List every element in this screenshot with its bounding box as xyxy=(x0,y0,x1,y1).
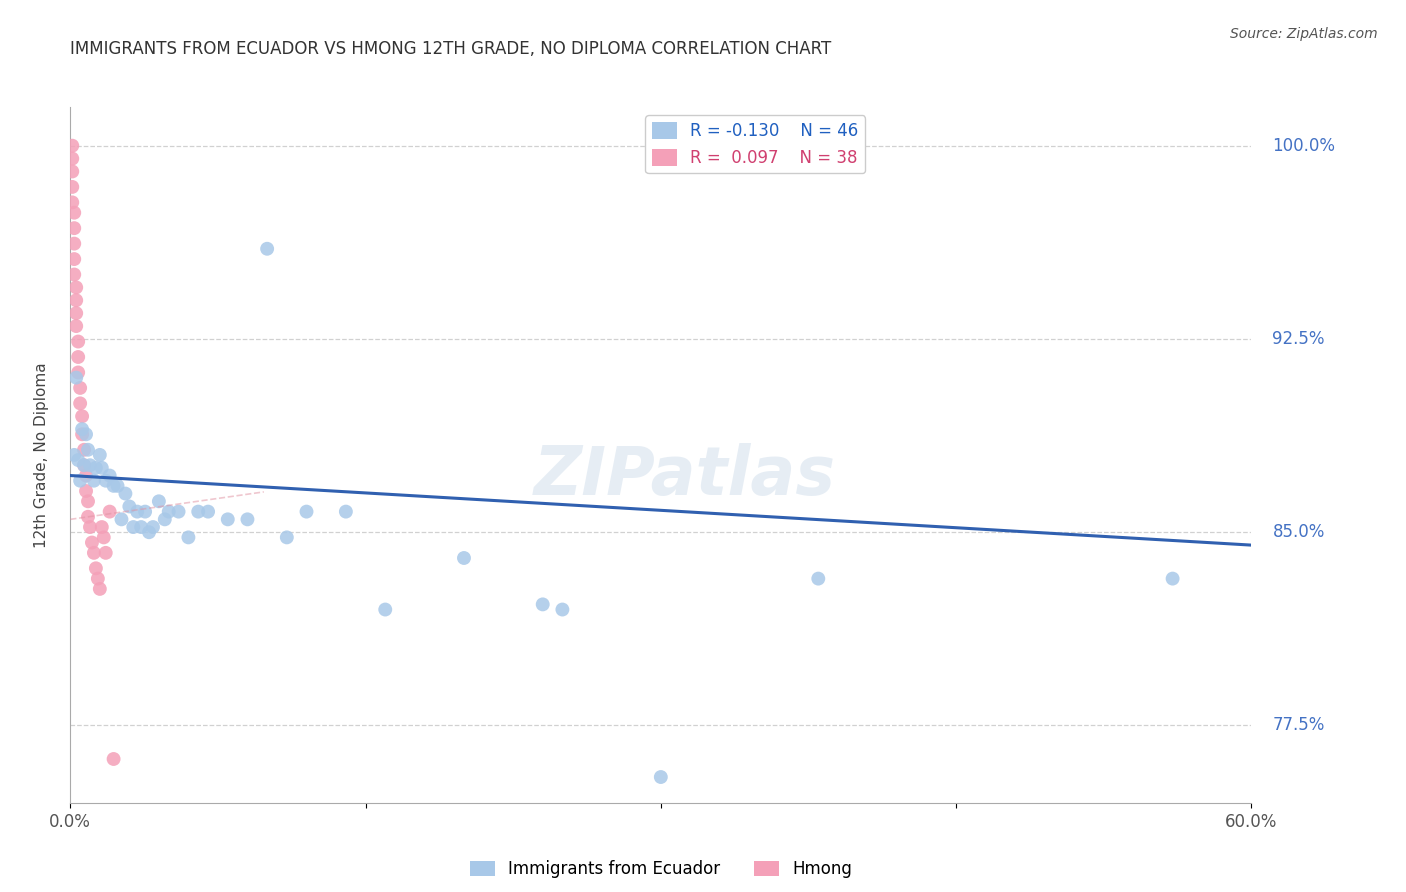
Point xyxy=(77,509,100,524)
Point xyxy=(77,442,100,457)
Point xyxy=(142,520,165,534)
Point xyxy=(138,525,160,540)
Point xyxy=(295,505,318,519)
Point xyxy=(73,458,96,473)
Point xyxy=(93,530,115,544)
Legend: Immigrants from Ecuador, Hmong: Immigrants from Ecuador, Hmong xyxy=(463,854,859,885)
Point xyxy=(118,500,141,514)
Point xyxy=(75,427,97,442)
Point xyxy=(79,458,101,473)
Point xyxy=(148,494,170,508)
Point xyxy=(177,530,200,544)
Point xyxy=(187,505,209,519)
Text: 85.0%: 85.0% xyxy=(1272,524,1324,541)
Point xyxy=(67,334,90,349)
Point xyxy=(89,448,111,462)
Point xyxy=(70,427,93,442)
Point xyxy=(236,512,259,526)
Point xyxy=(134,505,156,519)
Text: IMMIGRANTS FROM ECUADOR VS HMONG 12TH GRADE, NO DIPLOMA CORRELATION CHART: IMMIGRANTS FROM ECUADOR VS HMONG 12TH GR… xyxy=(70,40,831,58)
Point xyxy=(60,180,83,194)
Point xyxy=(167,505,190,519)
Text: ZIPatlas: ZIPatlas xyxy=(533,442,835,508)
Point xyxy=(69,474,91,488)
Point xyxy=(67,453,90,467)
Point xyxy=(114,486,136,500)
Text: 100.0%: 100.0% xyxy=(1272,136,1336,154)
Point xyxy=(807,572,830,586)
Text: 77.5%: 77.5% xyxy=(1272,716,1324,734)
Point xyxy=(153,512,176,526)
Point xyxy=(63,221,86,235)
Point xyxy=(157,505,180,519)
Point xyxy=(65,280,87,294)
Point xyxy=(69,396,91,410)
Point xyxy=(65,293,87,308)
Y-axis label: 12th Grade, No Diploma: 12th Grade, No Diploma xyxy=(35,362,49,548)
Point xyxy=(63,268,86,282)
Point xyxy=(83,474,105,488)
Point xyxy=(67,350,90,364)
Point xyxy=(107,479,129,493)
Point xyxy=(79,520,101,534)
Point xyxy=(94,546,117,560)
Point xyxy=(256,242,278,256)
Point xyxy=(65,319,87,334)
Point xyxy=(197,505,219,519)
Point xyxy=(67,366,90,380)
Point xyxy=(65,306,87,320)
Point xyxy=(122,520,145,534)
Point xyxy=(94,474,117,488)
Point xyxy=(60,195,83,210)
Point xyxy=(127,505,149,519)
Point xyxy=(98,468,121,483)
Point xyxy=(374,602,396,616)
Point xyxy=(60,164,83,178)
Point xyxy=(335,505,357,519)
Text: 92.5%: 92.5% xyxy=(1272,330,1324,348)
Point xyxy=(60,138,83,153)
Point xyxy=(110,512,132,526)
Point xyxy=(84,561,107,575)
Point xyxy=(77,494,100,508)
Point xyxy=(276,530,298,544)
Point xyxy=(551,602,574,616)
Point xyxy=(65,370,87,384)
Point xyxy=(90,460,112,475)
Point xyxy=(69,381,91,395)
Point xyxy=(531,598,554,612)
Point xyxy=(70,422,93,436)
Point xyxy=(84,460,107,475)
Point xyxy=(90,520,112,534)
Point xyxy=(650,770,672,784)
Point xyxy=(87,572,110,586)
Point xyxy=(103,479,125,493)
Point xyxy=(73,442,96,457)
Point xyxy=(98,505,121,519)
Point xyxy=(63,205,86,219)
Point xyxy=(453,551,475,566)
Point xyxy=(80,535,103,549)
Point xyxy=(75,468,97,483)
Point xyxy=(63,252,86,266)
Point xyxy=(1161,572,1184,586)
Text: Source: ZipAtlas.com: Source: ZipAtlas.com xyxy=(1230,27,1378,41)
Point xyxy=(217,512,239,526)
Point xyxy=(129,520,152,534)
Point xyxy=(103,752,125,766)
Point xyxy=(70,409,93,424)
Point xyxy=(63,236,86,251)
Point xyxy=(73,458,96,473)
Point xyxy=(63,448,86,462)
Point xyxy=(89,582,111,596)
Point xyxy=(83,546,105,560)
Point xyxy=(60,152,83,166)
Point xyxy=(75,483,97,498)
